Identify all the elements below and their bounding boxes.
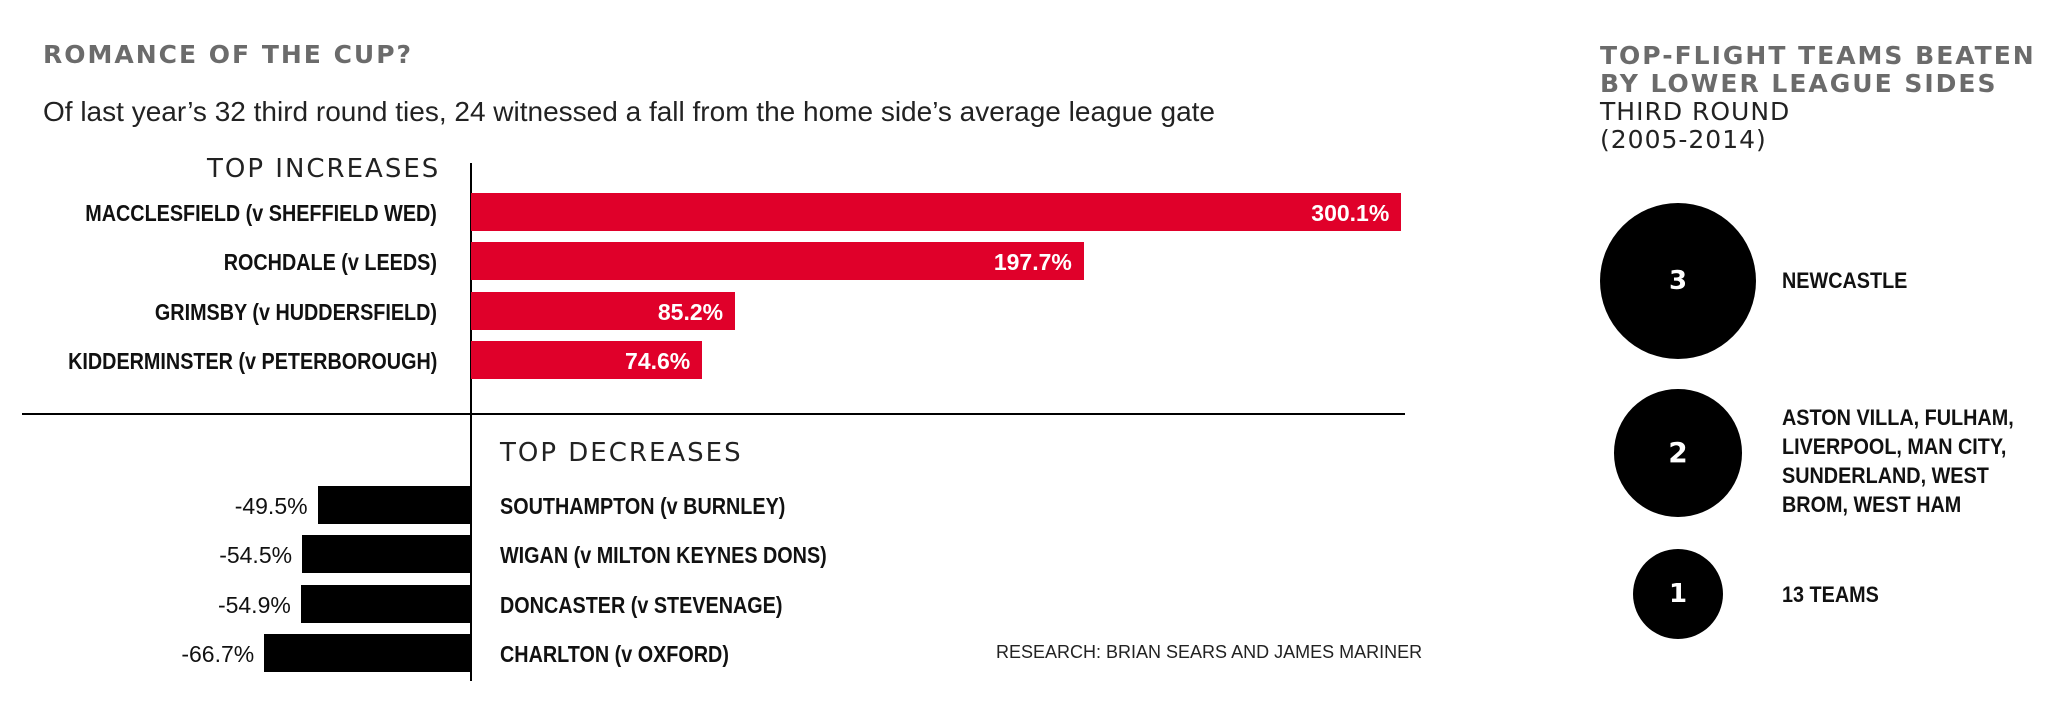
bubble-label: ASTON VILLA, FULHAM, LIVERPOOL, MAN CITY,… <box>1782 403 2014 519</box>
increase-bar: 74.6% <box>471 341 703 379</box>
decrease-bar-label: DONCASTER (v STEVENAGE) <box>500 592 783 618</box>
bubble-label-line: LIVERPOOL, MAN CITY, <box>1782 434 2007 459</box>
section-divider <box>22 413 1405 415</box>
decrease-bar-value: -49.5% <box>234 493 308 519</box>
decreases-heading: TOP DECREASES <box>500 438 743 468</box>
decrease-bar-value: -54.5% <box>219 542 293 568</box>
decrease-bar-value: -66.7% <box>181 641 255 667</box>
decrease-bar-value: -54.9% <box>217 592 291 618</box>
bubble-title-period: (2005-2014) <box>1600 125 1767 154</box>
decrease-bar <box>300 585 471 623</box>
increase-bar: 85.2% <box>471 292 736 330</box>
bubble-title-light: THIRD ROUND <box>1600 97 1791 126</box>
decrease-bar-label: CHARLTON (v OXFORD) <box>500 641 729 667</box>
bubble-circle: 1 <box>1632 548 1724 640</box>
increase-bar-value: 197.7% <box>993 249 1072 275</box>
bubble-circle: 2 <box>1614 389 1742 517</box>
bubble-title-bold: TOP-FLIGHT TEAMS BEATEN BY LOWER LEAGUE … <box>1600 41 2036 98</box>
increase-bar-label: ROCHDALE (v LEEDS) <box>223 249 437 275</box>
increase-bar-label: KIDDERMINSTER (v PETERBOROUGH) <box>67 348 437 374</box>
bubble-label-line: 13 TEAMS <box>1782 582 1879 607</box>
chart-subtitle: Of last year’s 32 third round ties, 24 w… <box>43 96 1216 127</box>
increase-bar-value: 85.2% <box>657 299 724 325</box>
decrease-bar <box>317 486 471 524</box>
bubble-chart-title: TOP-FLIGHT TEAMS BEATEN BY LOWER LEAGUE … <box>1600 42 2048 154</box>
increase-bar: 300.1% <box>471 193 1402 231</box>
bubble-label-line: SUNDERLAND, WEST <box>1782 463 1989 488</box>
zero-axis-line <box>470 163 472 681</box>
increases-heading: TOP INCREASES <box>207 154 441 184</box>
increase-bar-value: 74.6% <box>625 348 691 374</box>
increase-bar-value: 300.1% <box>1311 200 1390 226</box>
decrease-bar-label: SOUTHAMPTON (v BURNLEY) <box>500 493 786 519</box>
increase-bar: 197.7% <box>471 242 1084 280</box>
decrease-bar-label: WIGAN (v MILTON KEYNES DONS) <box>500 542 827 568</box>
decrease-bar <box>302 535 471 573</box>
chart-title: ROMANCE OF THE CUP? <box>43 40 414 69</box>
increase-bar-label: GRIMSBY (v HUDDERSFIELD) <box>154 299 437 325</box>
decrease-bar <box>264 634 471 672</box>
increase-bar-label: MACCLESFIELD (v SHEFFIELD WED) <box>85 200 437 226</box>
bubble-label-line: BROM, WEST HAM <box>1782 492 1962 517</box>
bubble-label-line: ASTON VILLA, FULHAM, <box>1782 405 2014 430</box>
research-credit: RESEARCH: BRIAN SEARS AND JAMES MARINER <box>996 642 1423 662</box>
bubble-label-line: NEWCASTLE <box>1782 268 1908 293</box>
bubble-circle: 3 <box>1600 203 1756 359</box>
bubble-label: NEWCASTLE <box>1782 266 1907 295</box>
bubble-label: 13 TEAMS <box>1782 580 1879 609</box>
